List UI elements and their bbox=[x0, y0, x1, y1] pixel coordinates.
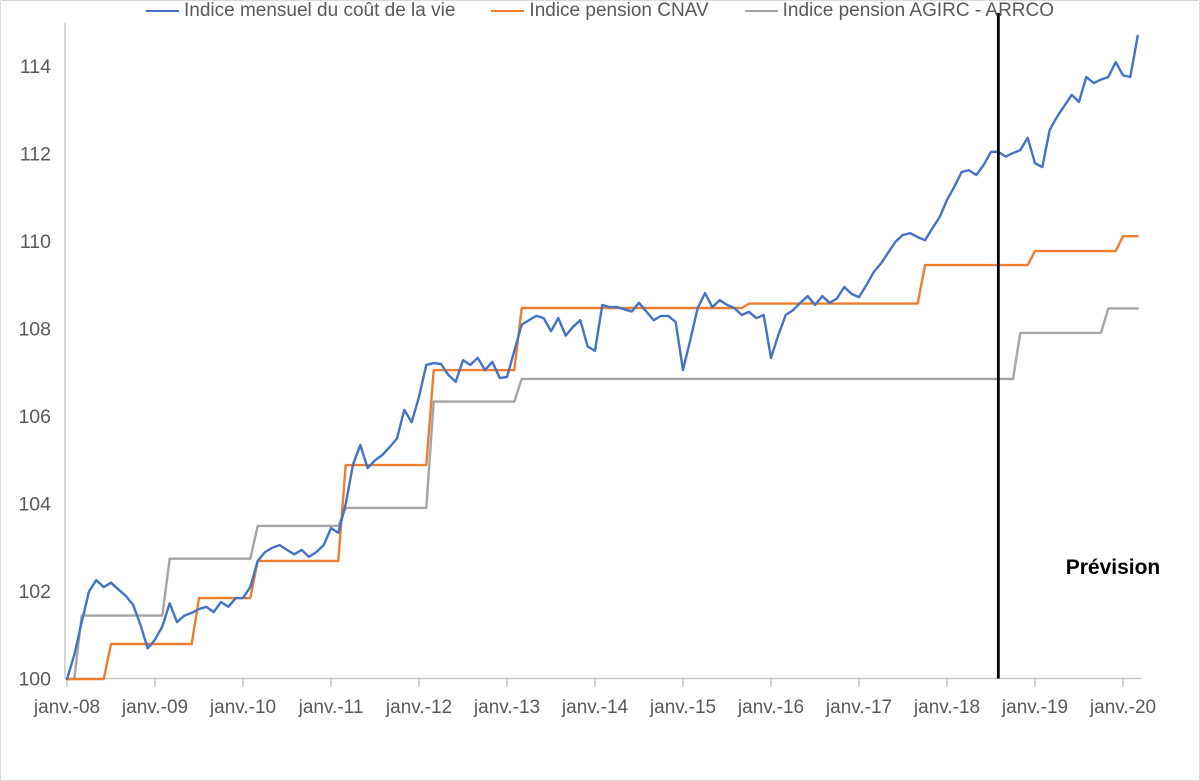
x-tick-label: janv.-08 bbox=[33, 697, 100, 718]
x-tick-label: janv.-17 bbox=[825, 697, 892, 718]
y-tick-label: 106 bbox=[18, 406, 51, 428]
y-tick-label: 114 bbox=[20, 56, 51, 78]
y-tick-label: 110 bbox=[20, 231, 51, 253]
y-tick-label: 108 bbox=[18, 319, 51, 341]
series-line-agirc-arrco bbox=[65, 307, 1139, 681]
legend-item-cout-de-la-vie: Indice mensuel du coût de la vie bbox=[145, 0, 456, 22]
y-tick-label: 112 bbox=[20, 144, 51, 166]
legend-label: Indice pension CNAV bbox=[529, 0, 709, 21]
x-tick-label: janv.-20 bbox=[1089, 697, 1156, 718]
legend-line-sample-gray bbox=[744, 10, 778, 12]
y-tick-label: 100 bbox=[18, 669, 51, 691]
y-tick-label: 102 bbox=[18, 581, 51, 603]
x-tick-label: janv.-19 bbox=[1001, 697, 1068, 718]
x-tick-label: janv.-15 bbox=[649, 697, 716, 718]
legend-line-sample-orange bbox=[491, 10, 525, 12]
legend-item-pension-cnav: Indice pension CNAV bbox=[491, 0, 709, 22]
x-tick-label: janv.-18 bbox=[913, 697, 980, 718]
x-tick-label: janv.-09 bbox=[121, 697, 188, 718]
x-tick-label: janv.-16 bbox=[737, 697, 804, 718]
legend-item-pension-agirc-arrco: Indice pension AGIRC - ARRCO bbox=[744, 0, 1055, 22]
legend-line-sample-blue bbox=[145, 10, 179, 12]
series-line-cout-de-la-vie bbox=[65, 34, 1139, 681]
legend-label: Indice mensuel du coût de la vie bbox=[183, 0, 456, 21]
series-line-cnav bbox=[65, 234, 1139, 681]
legend-label: Indice pension AGIRC - ARRCO bbox=[782, 0, 1055, 21]
x-tick-label: janv.-13 bbox=[473, 697, 540, 718]
x-tick-label: janv.-12 bbox=[385, 697, 452, 718]
x-tick-label: janv.-14 bbox=[561, 697, 629, 718]
forecast-label: Prévision bbox=[1065, 556, 1161, 579]
chart-legend: Indice mensuel du coût de la vie Indice … bbox=[0, 0, 1200, 22]
x-tick-label: janv.-10 bbox=[209, 697, 276, 718]
y-tick-label: 104 bbox=[18, 494, 51, 516]
x-tick-label: janv.-11 bbox=[298, 697, 364, 718]
